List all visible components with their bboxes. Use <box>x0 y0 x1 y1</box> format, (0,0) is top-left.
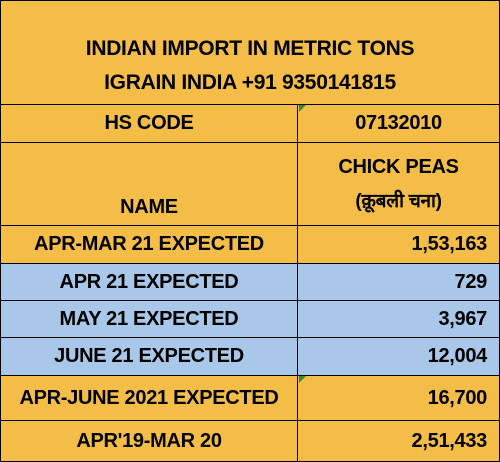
hs-code-label: HS CODE <box>1 105 298 142</box>
row-value: 729 <box>454 270 488 293</box>
row-value: 1,53,163 <box>411 233 488 255</box>
title-block: INDIAN IMPORT IN METRIC TONS IGRAIN INDI… <box>1 1 499 105</box>
name-row: NAME CHICK PEAS (क़ूबली चना) <box>1 143 499 226</box>
row-label: APR-JUNE 2021 EXPECTED <box>1 376 298 420</box>
table-title: INDIAN IMPORT IN METRIC TONS <box>85 37 415 60</box>
name-label: NAME <box>1 143 298 225</box>
commodity-name: CHICK PEAS (क़ूबली चना) <box>298 143 499 225</box>
cell-comment-marker <box>299 376 306 383</box>
table-row: APR-MAR 21 EXPECTED 1,53,163 <box>1 226 499 264</box>
row-label: MAY 21 EXPECTED <box>1 301 298 337</box>
table-row: APR-JUNE 2021 EXPECTED 16,700 <box>1 376 499 421</box>
hs-code-row: HS CODE 07132010 <box>1 105 499 143</box>
table-row: MAY 21 EXPECTED 3,967 <box>1 301 499 338</box>
row-value: 2,51,433 <box>411 429 488 452</box>
commodity-name-en: CHICK PEAS <box>338 155 459 178</box>
table-row: APR'19-MAR 20 2,51,433 <box>1 421 499 461</box>
row-value: 12,004 <box>427 345 488 367</box>
hs-code-value: 07132010 <box>355 112 442 134</box>
row-value: 16,700 <box>427 386 488 409</box>
commodity-name-hi: (क़ूबली चना) <box>355 190 442 212</box>
row-value: 3,967 <box>438 307 487 330</box>
row-label: JUNE 21 EXPECTED <box>1 338 298 375</box>
cell-comment-marker <box>299 105 306 112</box>
row-label: APR 21 EXPECTED <box>1 264 298 300</box>
table-row: APR 21 EXPECTED 729 <box>1 264 499 301</box>
table-row: JUNE 21 EXPECTED 12,004 <box>1 338 499 376</box>
contact-line: IGRAIN INDIA +91 9350141815 <box>104 71 396 94</box>
row-label: APR'19-MAR 20 <box>1 421 298 461</box>
row-label: APR-MAR 21 EXPECTED <box>1 226 298 263</box>
